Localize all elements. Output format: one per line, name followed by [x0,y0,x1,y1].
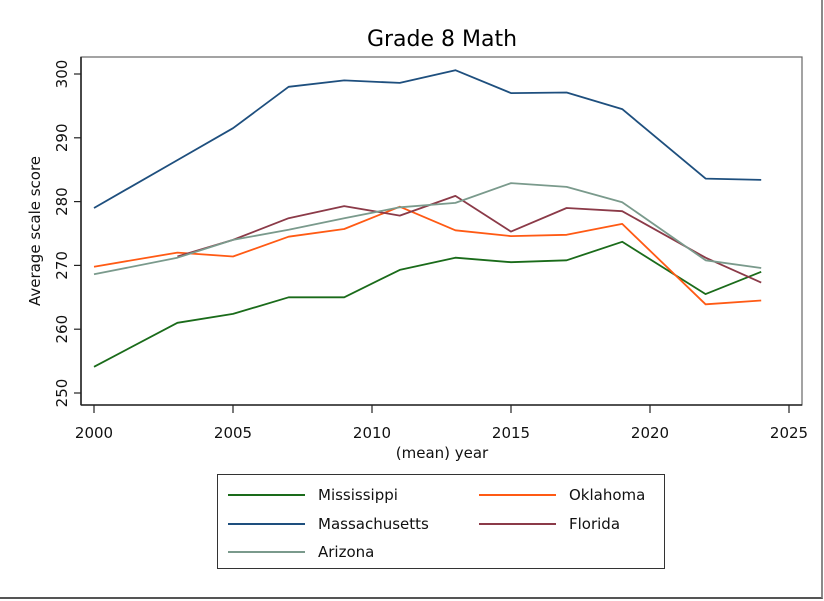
y-tick-label: 260 [53,315,71,344]
plot-region [80,56,803,406]
chart-title: Grade 8 Math [367,27,517,52]
y-tick-label: 250 [53,379,71,408]
legend-swatch [479,494,556,496]
x-tick-label: 2000 [75,424,113,442]
y-axis-title: Average scale score [26,156,44,306]
y-tick-label: 270 [53,251,71,280]
x-tick-label: 2010 [353,424,391,442]
series-line-mississippi [93,240,762,368]
legend-item-mississippi: Mississippi [228,485,398,505]
series-line-massachusetts [93,69,762,209]
legend-label: Florida [569,515,621,533]
x-axis-title: (mean) year [396,444,489,462]
x-tick-label: 2025 [770,424,808,442]
legend: Mississippi Oklahoma Massachusetts Flori… [217,474,665,569]
legend-swatch [479,523,556,525]
y-tick-label: 300 [53,60,71,89]
x-tick-label: 2005 [214,424,252,442]
legend-item-arizona: Arizona [228,542,374,562]
legend-label: Oklahoma [569,486,646,504]
legend-item-oklahoma: Oklahoma [479,485,645,505]
legend-label: Mississippi [318,486,398,504]
legend-item-massachusetts: Massachusetts [228,514,429,534]
y-tick-label: 280 [53,187,71,216]
series-line-florida [177,194,762,284]
legend-swatch [228,523,305,525]
y-tick-label: 290 [53,123,71,152]
series-line-arizona [93,182,762,276]
legend-item-florida: Florida [479,514,620,534]
x-tick-label: 2020 [631,424,669,442]
x-tick-label: 2015 [492,424,530,442]
legend-label: Arizona [318,543,375,561]
legend-swatch [228,551,305,553]
legend-label: Massachusetts [318,515,429,533]
series-line-oklahoma [93,205,762,306]
legend-swatch [228,494,305,496]
